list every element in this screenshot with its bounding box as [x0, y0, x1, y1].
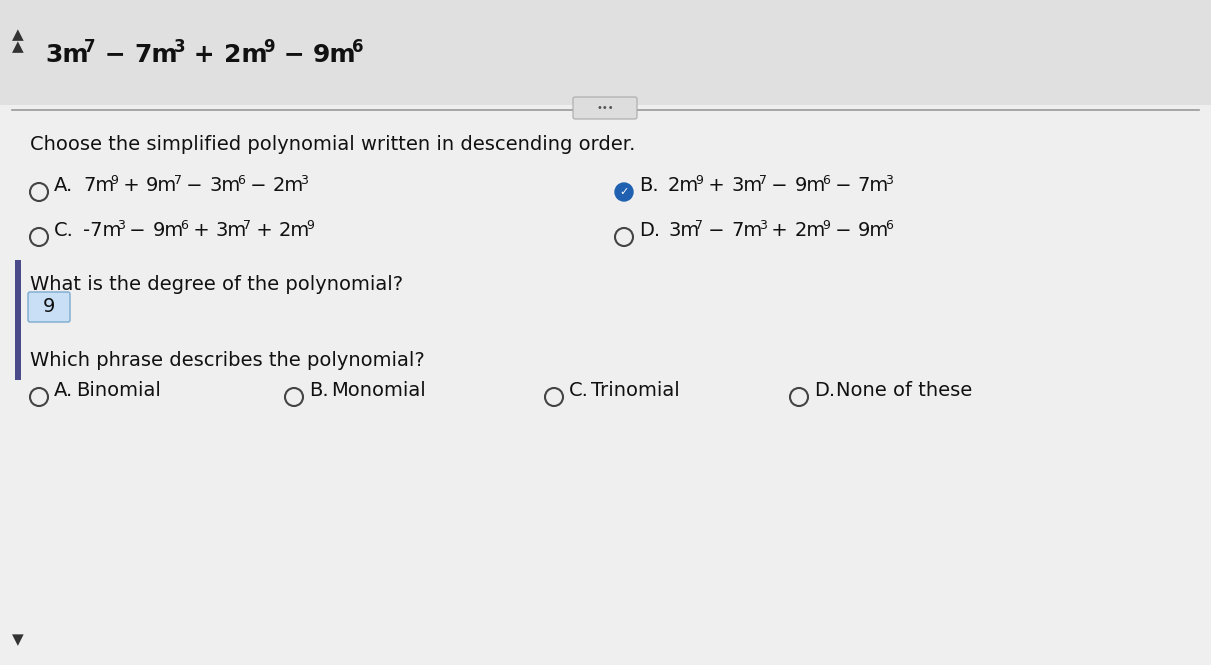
Text: 9: 9: [695, 174, 704, 188]
Text: 7: 7: [695, 219, 704, 232]
Text: 9m: 9m: [153, 221, 184, 240]
Bar: [15, 260, 21, 380]
Text: D.: D.: [814, 381, 836, 400]
Text: +: +: [185, 43, 224, 67]
Text: C.: C.: [54, 221, 74, 240]
Text: 9: 9: [42, 297, 56, 317]
Text: 3: 3: [116, 219, 125, 232]
Text: 3m: 3m: [668, 221, 699, 240]
Bar: [0, 105, 1211, 665]
Text: 3: 3: [758, 219, 767, 232]
Text: +: +: [249, 221, 279, 240]
FancyBboxPatch shape: [28, 292, 70, 322]
Text: A.: A.: [54, 176, 73, 195]
Text: 6: 6: [885, 219, 893, 232]
Text: 2m: 2m: [272, 176, 304, 195]
Text: 7m: 7m: [857, 176, 889, 195]
Text: 9: 9: [263, 38, 275, 57]
Circle shape: [615, 183, 633, 201]
Text: 9: 9: [822, 219, 830, 232]
Text: 2m: 2m: [794, 221, 826, 240]
Text: −: −: [702, 221, 731, 240]
Text: +: +: [702, 176, 731, 195]
Text: •••: •••: [596, 103, 614, 113]
Text: A.: A.: [54, 381, 73, 400]
Text: +: +: [765, 221, 794, 240]
Text: 2m: 2m: [668, 176, 699, 195]
Text: Choose the simplified polynomial written in descending order.: Choose the simplified polynomial written…: [30, 136, 636, 154]
Text: −: −: [180, 176, 210, 195]
Text: C.: C.: [569, 381, 589, 400]
Text: +: +: [117, 176, 147, 195]
Text: 2m: 2m: [224, 43, 268, 67]
Text: −: −: [765, 176, 794, 195]
Text: Binomial: Binomial: [76, 381, 161, 400]
Text: 6: 6: [180, 219, 188, 232]
Text: 9m: 9m: [147, 176, 178, 195]
Text: ▲: ▲: [12, 39, 24, 55]
Text: 7: 7: [173, 174, 182, 188]
Text: 7: 7: [243, 219, 251, 232]
Text: 9m: 9m: [312, 43, 357, 67]
Text: ✓: ✓: [619, 187, 629, 197]
Text: B.: B.: [309, 381, 328, 400]
Text: Trinomial: Trinomial: [591, 381, 679, 400]
Text: 3: 3: [885, 174, 893, 188]
Text: −: −: [96, 43, 134, 67]
Text: 7: 7: [85, 38, 96, 57]
Text: 3: 3: [173, 38, 185, 57]
Text: Monomial: Monomial: [331, 381, 426, 400]
Text: -7m: -7m: [84, 221, 121, 240]
Text: 3m: 3m: [731, 176, 763, 195]
Text: 7: 7: [759, 174, 767, 188]
Text: ▲: ▲: [12, 27, 24, 43]
Text: 9: 9: [110, 174, 119, 188]
Text: D.: D.: [639, 221, 660, 240]
Text: Which phrase describes the polynomial?: Which phrase describes the polynomial?: [30, 350, 425, 370]
Text: 6: 6: [352, 38, 363, 57]
Text: 6: 6: [237, 174, 245, 188]
Text: None of these: None of these: [836, 381, 972, 400]
Text: 7m: 7m: [134, 43, 178, 67]
Text: 3m: 3m: [216, 221, 247, 240]
Text: 3m: 3m: [45, 43, 88, 67]
Text: −: −: [828, 176, 857, 195]
Text: What is the degree of the polynomial?: What is the degree of the polynomial?: [30, 275, 403, 295]
Text: 9m: 9m: [857, 221, 889, 240]
FancyBboxPatch shape: [573, 97, 637, 119]
Text: B.: B.: [639, 176, 659, 195]
Text: −: −: [828, 221, 857, 240]
Text: 7m: 7m: [84, 176, 114, 195]
Text: 3m: 3m: [210, 176, 241, 195]
Text: 9: 9: [306, 219, 314, 232]
Text: +: +: [186, 221, 216, 240]
Text: 6: 6: [822, 174, 830, 188]
Text: −: −: [243, 176, 272, 195]
Text: ▼: ▼: [12, 632, 24, 648]
Bar: [0, 0, 1211, 105]
Text: 9m: 9m: [794, 176, 826, 195]
Text: 7m: 7m: [731, 221, 763, 240]
Text: 3: 3: [300, 174, 308, 188]
Text: 2m: 2m: [279, 221, 310, 240]
Text: −: −: [124, 221, 153, 240]
Text: −: −: [275, 43, 312, 67]
